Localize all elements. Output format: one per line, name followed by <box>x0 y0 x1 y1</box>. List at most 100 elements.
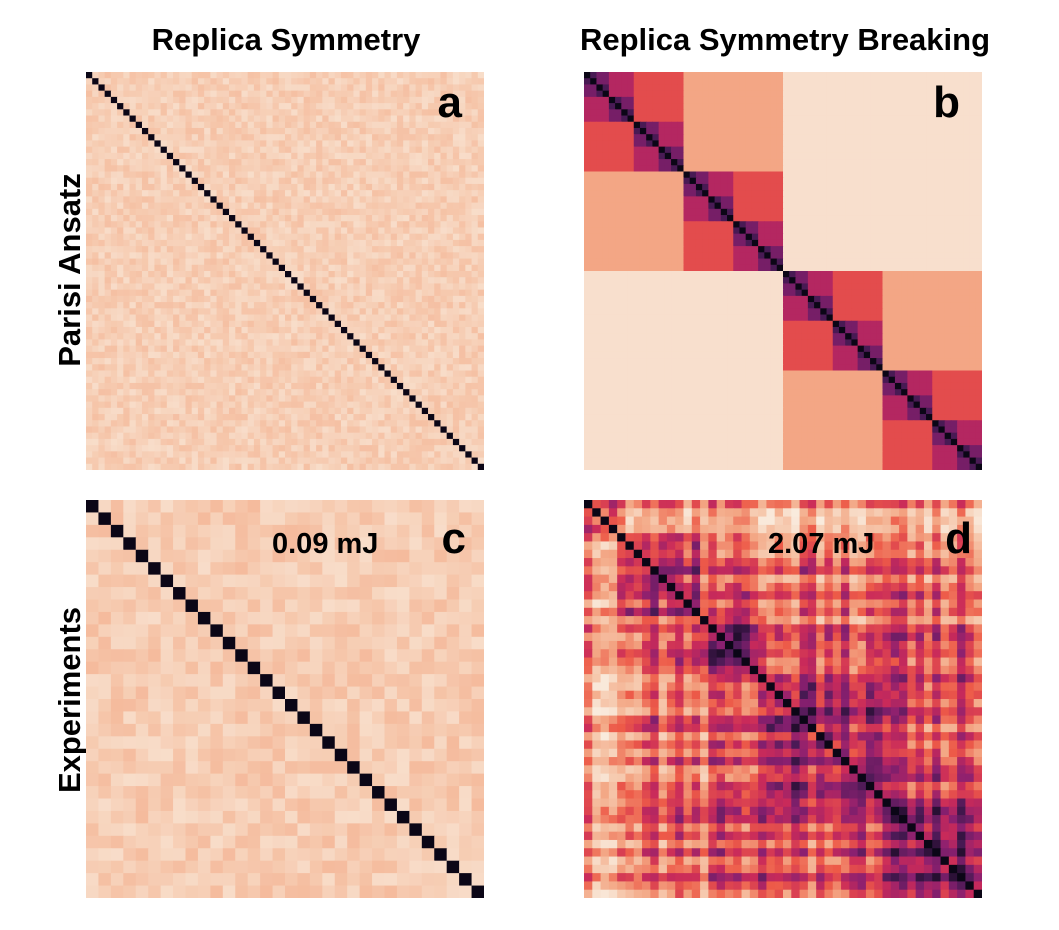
heatmap-a-cell <box>141 376 149 384</box>
heatmap-a-cell <box>390 345 398 353</box>
heatmap-a-cell <box>396 146 404 154</box>
heatmap-a-cell <box>359 190 367 197</box>
heatmap-a-cell <box>253 140 261 148</box>
heatmap-a-cell <box>285 233 292 241</box>
heatmap-a-cell <box>465 196 473 204</box>
heatmap-a-cell <box>86 72 93 79</box>
heatmap-a-cell <box>434 90 442 98</box>
heatmap-b-cell <box>932 152 940 160</box>
heatmap-a-cell <box>185 78 193 86</box>
heatmap-a-cell <box>253 271 261 278</box>
heatmap-a-cell <box>160 215 168 222</box>
heatmap-a-cell <box>253 326 261 334</box>
heatmap-a-cell <box>204 134 211 142</box>
heatmap-a-cell <box>347 246 355 253</box>
heatmap-a-cell <box>241 90 249 98</box>
heatmap-a-cell <box>353 202 361 210</box>
heatmap-a-cell <box>98 72 106 79</box>
heatmap-a-cell <box>160 109 168 117</box>
heatmap-a-cell <box>191 283 199 291</box>
heatmap-a-cell <box>110 152 118 160</box>
heatmap-a-cell <box>415 277 423 285</box>
heatmap-a-cell <box>396 389 404 396</box>
heatmap-b-cell <box>926 127 933 135</box>
heatmap-a-cell <box>141 333 149 341</box>
heatmap-b-cell <box>708 115 716 123</box>
heatmap-a-cell <box>185 389 193 396</box>
heatmap-a-cell <box>372 109 379 117</box>
heatmap-b-cell <box>963 127 971 135</box>
heatmap-a-cell <box>471 376 479 384</box>
heatmap-a-cell <box>110 395 118 403</box>
heatmap-a-cell <box>260 103 267 110</box>
heatmap-a-cell <box>384 320 392 328</box>
heatmap-a-cell <box>104 283 112 291</box>
heatmap-a-cell <box>440 395 448 403</box>
heatmap-a-cell <box>204 115 211 123</box>
heatmap-b-cell <box>689 103 697 110</box>
heatmap-a-cell <box>297 258 305 266</box>
heatmap-a-cell <box>340 72 348 79</box>
heatmap-a-cell <box>191 351 199 359</box>
heatmap-a-cell <box>229 215 236 222</box>
heatmap-a-cell <box>197 183 205 191</box>
heatmap-a-cell <box>135 314 143 322</box>
heatmap-a-cell <box>471 451 479 459</box>
heatmap-a-cell <box>428 420 435 428</box>
heatmap-a-cell <box>123 376 131 384</box>
heatmap-b-cell <box>957 96 964 104</box>
heatmap-a-cell <box>117 414 124 421</box>
heatmap-a-cell <box>303 401 311 409</box>
heatmap-b-cell <box>888 84 896 92</box>
heatmap-a-cell <box>415 414 423 421</box>
heatmap-a-cell <box>191 432 199 440</box>
heatmap-a-cell <box>204 196 211 204</box>
heatmap-a-cell <box>396 414 404 421</box>
heatmap-a-cell <box>471 420 479 428</box>
heatmap-b-cell <box>857 109 865 117</box>
heatmap-a-cell <box>316 345 323 353</box>
heatmap-a-cell <box>459 190 466 197</box>
heatmap-a-cell <box>141 258 149 266</box>
heatmap-a-cell <box>396 252 404 260</box>
heatmap-b-cell <box>807 109 815 117</box>
heatmap-a-cell <box>166 152 174 160</box>
heatmap-b-cell <box>739 103 747 110</box>
heatmap-a-cell <box>110 127 118 135</box>
heatmap-a-cell <box>229 190 236 197</box>
heatmap-a-cell <box>266 159 274 166</box>
heatmap-b-cell <box>795 84 803 92</box>
heatmap-a-cell <box>303 121 311 129</box>
heatmap-a-cell <box>129 295 137 303</box>
heatmap-b-cell <box>894 134 902 142</box>
heatmap-a-cell <box>117 463 124 470</box>
heatmap-a-cell <box>316 438 323 446</box>
heatmap-b-cell <box>714 121 722 129</box>
heatmap-b-cell <box>938 140 946 148</box>
heatmap-a-cell <box>459 389 466 396</box>
heatmap-a-cell <box>390 389 398 396</box>
heatmap-a-cell <box>191 72 199 79</box>
heatmap-a-cell <box>204 183 211 191</box>
heatmap-a-cell <box>154 159 162 166</box>
heatmap-a-cell <box>409 414 417 421</box>
heatmap-b-cell <box>658 96 666 104</box>
heatmap-a-cell <box>272 345 280 353</box>
heatmap-a-cell <box>365 457 373 465</box>
heatmap-b-cell <box>639 115 647 123</box>
heatmap-b-cell <box>807 96 815 104</box>
heatmap-b-cell <box>851 109 859 117</box>
heatmap-a-cell <box>334 364 342 372</box>
heatmap-a-cell <box>353 208 361 216</box>
heatmap-a-cell <box>477 414 484 421</box>
heatmap-b-cell <box>944 115 952 123</box>
heatmap-a-cell <box>322 208 330 216</box>
heatmap-a-cell <box>117 146 124 154</box>
heatmap-a-cell <box>179 451 187 459</box>
heatmap-a-cell <box>384 165 392 173</box>
heatmap-a-cell <box>297 457 305 465</box>
heatmap-a-cell <box>229 376 236 384</box>
heatmap-a-cell <box>428 84 435 92</box>
heatmap-a-cell <box>403 333 410 341</box>
heatmap-a-cell <box>322 463 330 470</box>
